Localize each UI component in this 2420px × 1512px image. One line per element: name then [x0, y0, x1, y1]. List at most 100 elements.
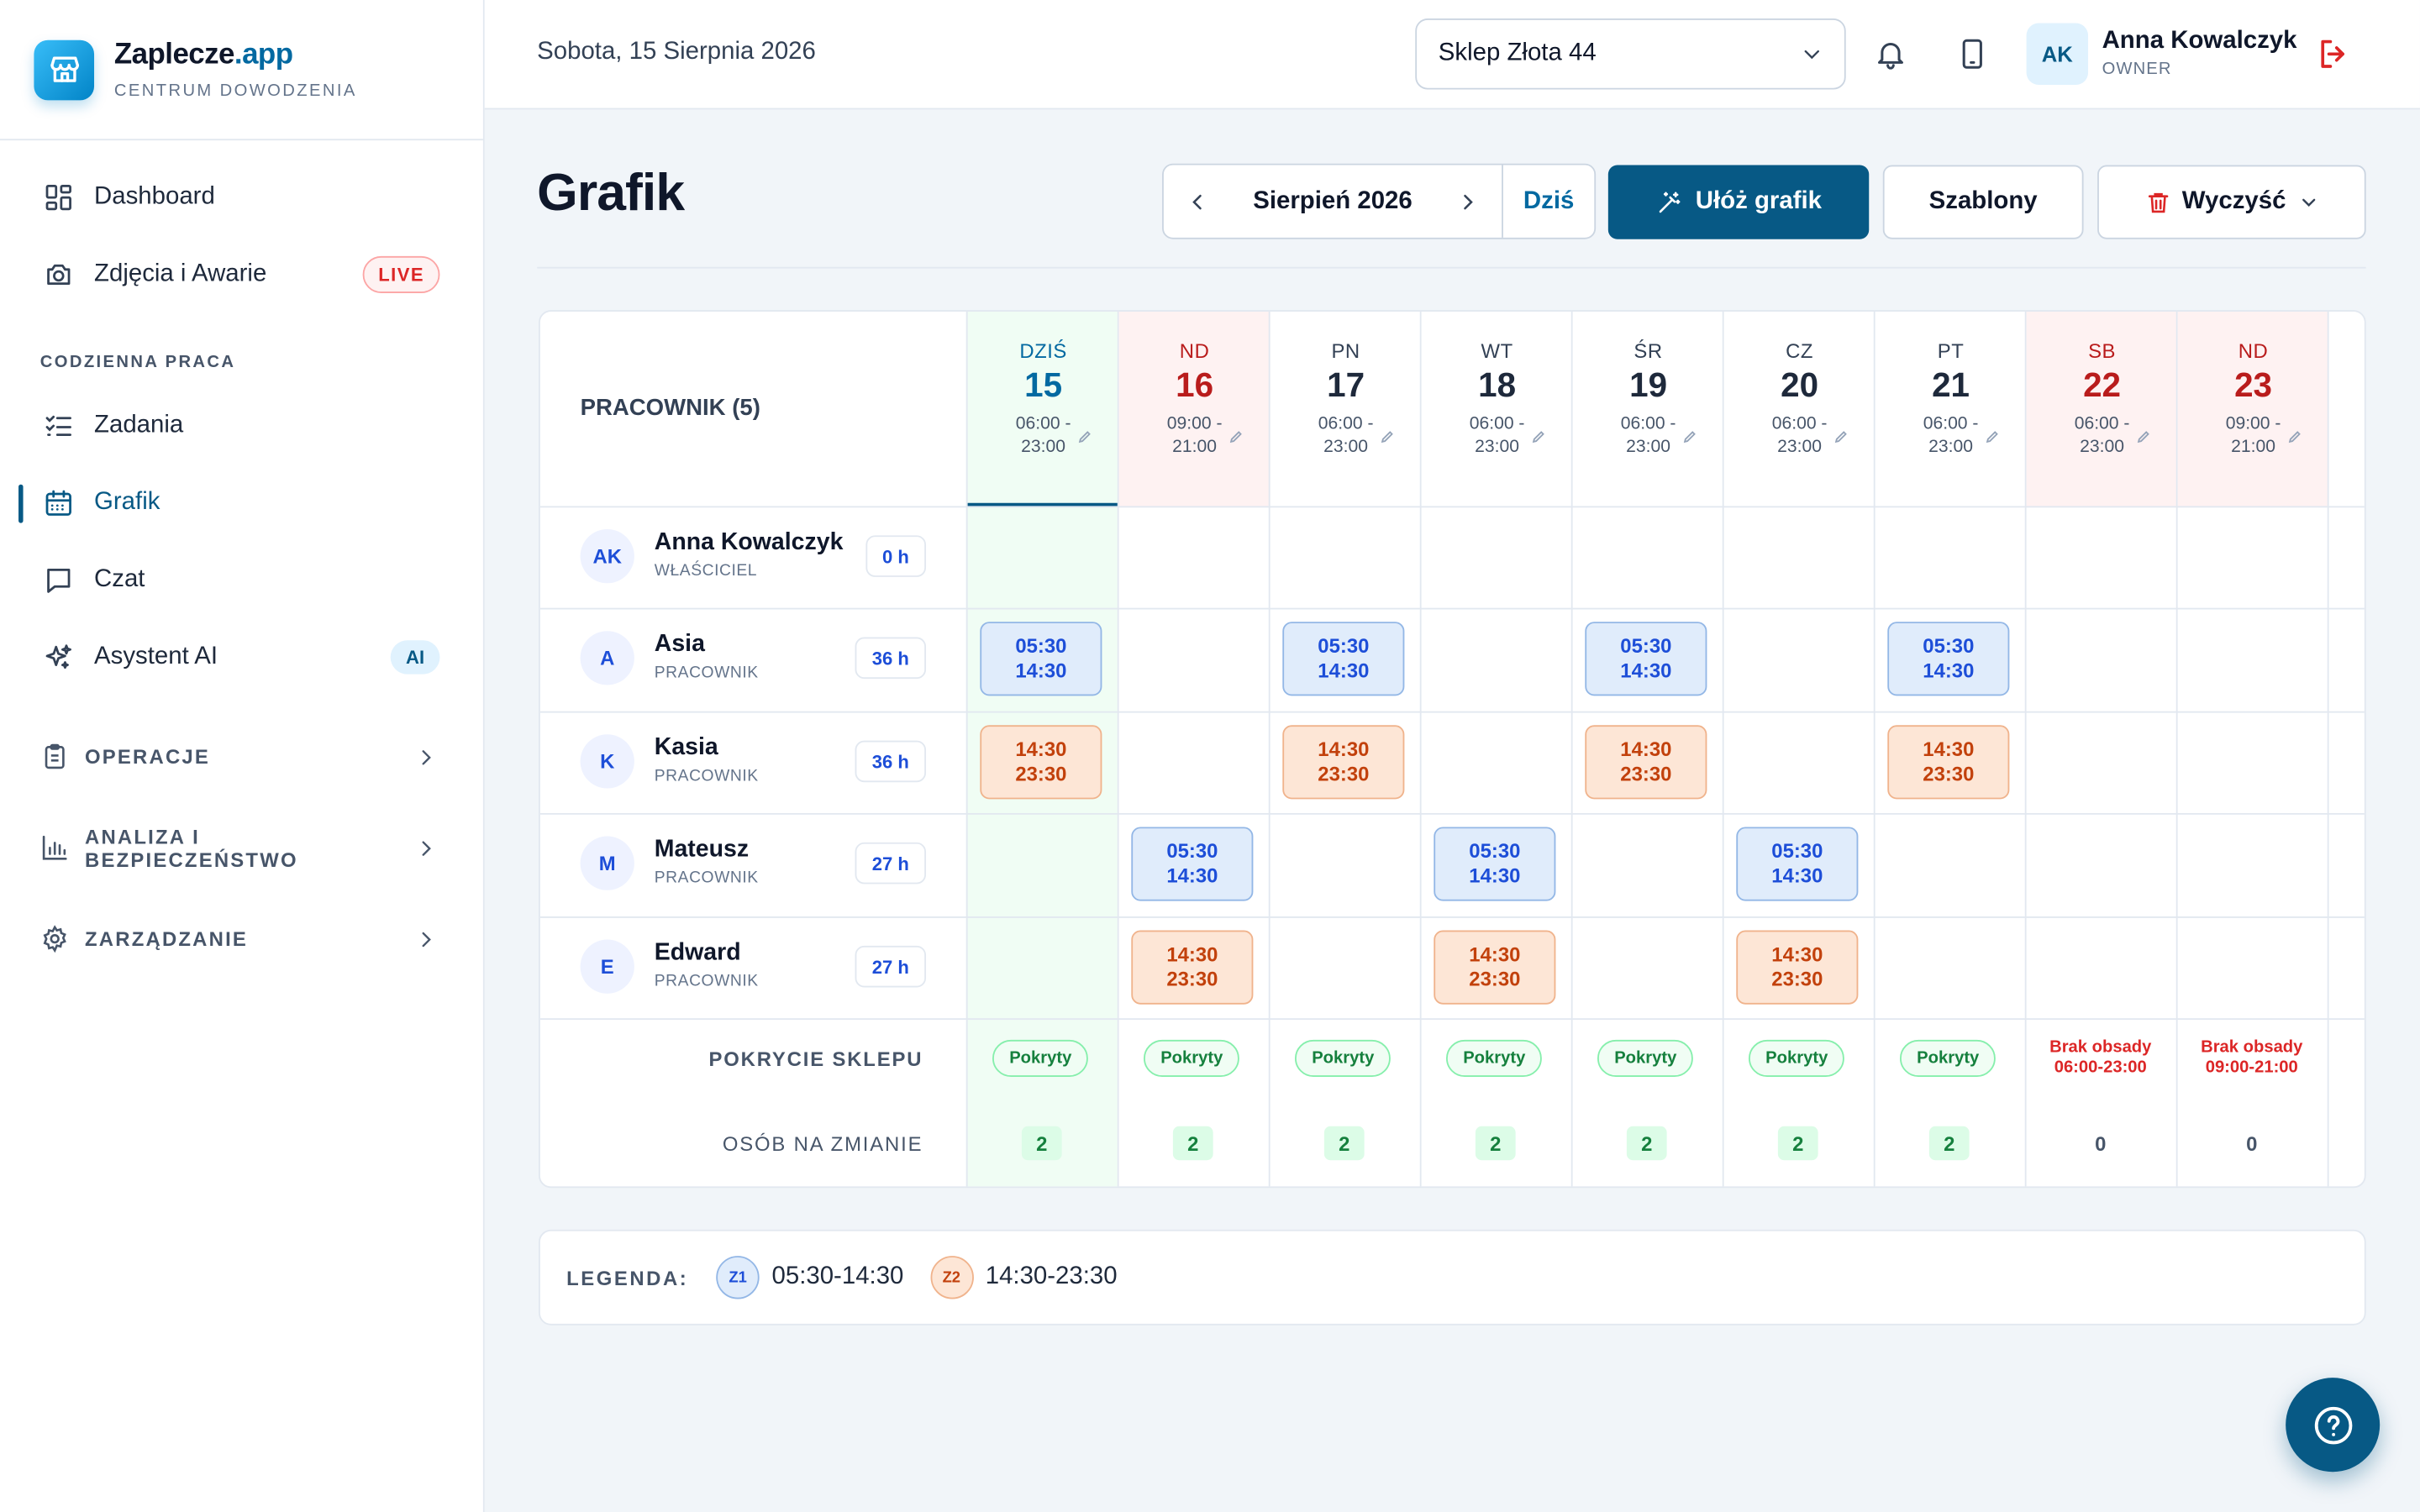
shift-block[interactable]: 05:30 14:30: [1434, 827, 1556, 901]
camera-icon: [47, 264, 71, 286]
chevron-right-icon: [422, 931, 431, 947]
sidebar-group-management[interactable]: ZARZĄDZANIE: [0, 893, 483, 984]
shift-start: 05:30: [1318, 633, 1370, 658]
day-header[interactable]: ND 23 09:00 - 21:00: [2177, 312, 2329, 507]
employee-row[interactable]: AK Anna Kowalczyk WŁAŚCICIEL 0 h: [540, 506, 966, 607]
coverage-missing-range: 09:00-21:00: [2205, 1058, 2298, 1078]
day-header[interactable]: SB 22 06:00 - 23:00: [2026, 312, 2178, 507]
sidebar-item-ai-assistant[interactable]: Asystent AI AI: [0, 619, 483, 696]
sidebar-item-chat[interactable]: Czat: [0, 542, 483, 619]
shift-block[interactable]: 05:30 14:30: [980, 622, 1102, 696]
pencil-icon[interactable]: [1833, 429, 1849, 444]
pencil-icon[interactable]: [2287, 429, 2302, 444]
day-header[interactable]: DZIŚ 15 06:00 - 23:00: [967, 312, 1119, 507]
day-header[interactable]: CZ 20 06:00 - 23:00: [1724, 312, 1876, 506]
pencil-icon[interactable]: [2136, 429, 2151, 444]
gear-icon: [43, 925, 66, 953]
shift-start: 05:30: [1469, 839, 1521, 863]
shift-block[interactable]: 05:30 14:30: [1585, 622, 1707, 696]
day-number: 15: [1024, 365, 1063, 405]
day-column: PN 17 06:00 - 23:00: [1268, 312, 1422, 1187]
coverage-missing-text: Brak obsady: [2201, 1038, 2303, 1058]
day-header[interactable]: PN 17 06:00 - 23:00: [1270, 312, 1422, 506]
today-button[interactable]: Dziś: [1502, 165, 1594, 238]
main-content: Sobota, 15 Sierpnia 2026 Sklep Złota 44 …: [484, 0, 2420, 1512]
logout-icon[interactable]: [2315, 35, 2352, 72]
coverage-missing: Brak obsady 09:00-21:00: [2176, 1038, 2328, 1079]
shift-block[interactable]: 14:30 23:30: [1585, 725, 1707, 800]
coverage-missing-text: Brak obsady: [2049, 1038, 2152, 1058]
pencil-icon[interactable]: [1985, 429, 2000, 444]
employee-row[interactable]: K Kasia PRACOWNIK 36 h: [540, 711, 966, 813]
day-hours: 06:00 - 23:00: [1724, 413, 1876, 459]
shift-start: 14:30: [1469, 942, 1521, 966]
sidebar-group-operations[interactable]: OPERACJE: [0, 711, 483, 802]
sidebar-group-label: ZARZĄDZANIE: [85, 927, 249, 951]
pencil-icon[interactable]: [1682, 429, 1697, 444]
clear-button[interactable]: Wyczyść: [2097, 165, 2366, 239]
sidebar-item-label: Asystent AI: [94, 643, 218, 670]
staff-count: 0: [2095, 1131, 2107, 1155]
brand[interactable]: Zaplecze.app CENTRUM DOWODZENIA: [0, 0, 483, 141]
avatar[interactable]: AK: [2026, 23, 2089, 86]
shift-block[interactable]: 14:30 23:30: [1131, 930, 1254, 1005]
pencil-icon[interactable]: [1531, 429, 1546, 444]
shift-block[interactable]: 05:30 14:30: [1131, 827, 1254, 901]
pencil-icon[interactable]: [1380, 429, 1395, 444]
day-header[interactable]: ND 16 09:00 - 21:00: [1118, 312, 1270, 507]
store-icon: [34, 39, 95, 100]
next-month-button[interactable]: [1434, 191, 1502, 213]
pencil-icon[interactable]: [1228, 429, 1244, 444]
coverage-status-badge: Pokryty: [1294, 1039, 1392, 1078]
day-header[interactable]: PT 21 06:00 - 23:00: [1876, 312, 2027, 506]
shift-start: 05:30: [1620, 633, 1672, 658]
shift-block[interactable]: 14:30 23:30: [980, 725, 1102, 800]
row-divider: [539, 812, 2365, 815]
chevron-left-icon: [1192, 193, 1202, 209]
shift-block[interactable]: 14:30 23:30: [1282, 725, 1405, 800]
shift-block[interactable]: 05:30 14:30: [1736, 827, 1859, 901]
prev-month-button[interactable]: [1164, 191, 1232, 213]
employee-row[interactable]: E Edward PRACOWNIK 27 h: [540, 916, 966, 1018]
shift-block[interactable]: 14:30 23:30: [1887, 725, 2010, 800]
employee-role: WŁAŚCICIEL: [654, 561, 758, 580]
sidebar-group-analytics[interactable]: ANALIZA I BEZPIECZEŃSTWO: [0, 802, 483, 893]
sidebar-item-dashboard[interactable]: Dashboard: [0, 159, 483, 236]
store-select[interactable]: Sklep Złota 44: [1415, 18, 1846, 90]
pencil-icon[interactable]: [1077, 429, 1092, 444]
employee-name: Edward: [654, 939, 741, 966]
day-column: SB 22 06:00 - 23:00: [2024, 312, 2178, 1187]
legend-range-z2: 14:30-23:30: [985, 1263, 1118, 1290]
employee-row[interactable]: A Asia PRACOWNIK 36 h: [540, 608, 966, 710]
shift-block[interactable]: 05:30 14:30: [1887, 622, 2010, 696]
shift-end: 23:30: [1166, 967, 1218, 991]
sidebar-item-tasks[interactable]: Zadania: [0, 387, 483, 465]
day-hours: 09:00 - 21:00: [1119, 413, 1270, 459]
employee-name: Anna Kowalczyk: [654, 528, 844, 556]
dashboard-icon: [45, 184, 71, 211]
day-header[interactable]: WT 18 06:00 - 23:00: [1422, 312, 1573, 506]
day-number: 17: [1327, 365, 1365, 405]
user-role: OWNER: [2102, 60, 2172, 79]
employee-row[interactable]: M Mateusz PRACOWNIK 27 h: [540, 813, 966, 915]
templates-button[interactable]: Szablony: [1882, 165, 2084, 239]
mobile-icon[interactable]: [1955, 37, 1989, 71]
shift-block[interactable]: 14:30 23:30: [1736, 930, 1859, 1005]
page-title: Grafik: [537, 163, 685, 223]
day-hours-start: 09:00 -: [2225, 415, 2281, 434]
day-hours: 06:00 - 23:00: [1270, 413, 1422, 459]
sidebar-item-photos[interactable]: Zdjęcia i Awarie LIVE: [0, 236, 483, 313]
bell-icon[interactable]: [1874, 37, 1907, 71]
help-button[interactable]: [2286, 1378, 2381, 1473]
shift-block[interactable]: 14:30 23:30: [1434, 930, 1556, 1005]
day-hours-end: 23:00: [1021, 438, 1066, 457]
sidebar-item-schedule[interactable]: Grafik: [0, 465, 483, 542]
sidebar-item-label: Zadania: [94, 412, 184, 438]
day-column: PT 21 06:00 - 23:00: [1873, 312, 2027, 1187]
shift-block[interactable]: 05:30 14:30: [1282, 622, 1405, 696]
day-name: CZ: [1786, 339, 1814, 363]
day-header[interactable]: ŚR 19 06:00 - 23:00: [1573, 312, 1724, 506]
arrange-schedule-button[interactable]: Ułóż grafik: [1607, 165, 1870, 239]
employee-hours-badge: 36 h: [855, 740, 927, 783]
day-hours-start: 06:00 -: [2074, 415, 2130, 434]
